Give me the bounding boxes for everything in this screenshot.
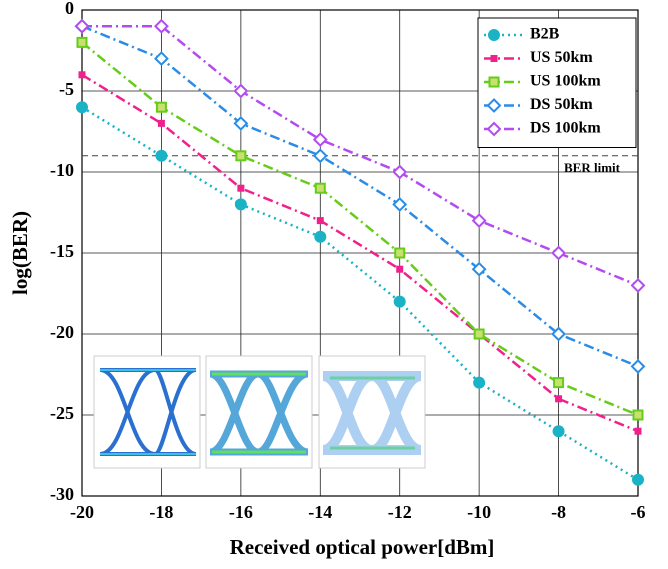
- eye-diagram: [319, 356, 425, 468]
- marker: [76, 20, 88, 32]
- marker: [158, 120, 164, 126]
- marker: [235, 199, 246, 210]
- marker: [394, 296, 405, 307]
- marker: [395, 249, 404, 258]
- y-tick-label: -5: [59, 79, 74, 99]
- x-tick-label: -16: [229, 502, 253, 522]
- marker: [315, 231, 326, 242]
- chart: Received optical power[dBm] log(BER) -30…: [0, 0, 668, 569]
- marker: [632, 279, 644, 291]
- marker: [79, 72, 85, 78]
- marker: [553, 247, 565, 259]
- x-tick-label: -12: [388, 502, 412, 522]
- marker: [475, 330, 484, 339]
- marker: [635, 428, 641, 434]
- marker: [632, 360, 644, 372]
- marker: [78, 38, 87, 47]
- y-tick-label: 0: [65, 0, 74, 18]
- marker: [473, 215, 485, 227]
- legend-label: US 100km: [530, 73, 601, 90]
- marker: [236, 151, 245, 160]
- marker: [157, 103, 166, 112]
- eye-diagram-insets: [94, 356, 425, 468]
- marker: [316, 184, 325, 193]
- marker: [490, 78, 499, 87]
- x-tick-label: -14: [308, 502, 332, 522]
- x-tick-label: -20: [70, 502, 94, 522]
- y-axis-title: log(BER): [8, 211, 32, 295]
- marker: [489, 30, 500, 41]
- y-tick-label: -25: [50, 403, 74, 423]
- y-tick-label: -15: [50, 241, 74, 261]
- marker: [235, 85, 247, 97]
- marker: [314, 150, 326, 162]
- marker: [634, 411, 643, 420]
- marker: [397, 266, 403, 272]
- x-tick-label: -10: [467, 502, 491, 522]
- reference-label: BER limit: [564, 160, 621, 175]
- marker: [317, 218, 323, 224]
- legend-label: B2B: [530, 26, 560, 43]
- y-tick-label: -30: [50, 484, 74, 504]
- x-tick-label: -6: [631, 502, 646, 522]
- marker: [238, 185, 244, 191]
- marker: [633, 474, 644, 485]
- marker: [554, 378, 563, 387]
- marker: [474, 377, 485, 388]
- eye-diagram: [206, 356, 312, 468]
- marker: [556, 396, 562, 402]
- eye-diagram: [94, 356, 200, 468]
- marker: [553, 426, 564, 437]
- y-tick-label: -10: [50, 160, 74, 180]
- marker: [155, 53, 167, 65]
- x-tick-label: -18: [149, 502, 173, 522]
- marker: [156, 150, 167, 161]
- marker: [77, 102, 88, 113]
- marker: [394, 198, 406, 210]
- x-axis-title: Received optical power[dBm]: [230, 535, 495, 559]
- marker: [394, 166, 406, 178]
- legend-label: DS 50km: [530, 96, 593, 113]
- legend-label: DS 100km: [530, 120, 601, 137]
- legend: B2B US 50km US 100km DS 50km DS 100km: [478, 18, 636, 148]
- marker: [314, 134, 326, 146]
- legend-label: US 50km: [530, 49, 593, 66]
- y-tick-label: -20: [50, 322, 74, 342]
- x-tick-label: -8: [551, 502, 566, 522]
- marker: [491, 56, 497, 62]
